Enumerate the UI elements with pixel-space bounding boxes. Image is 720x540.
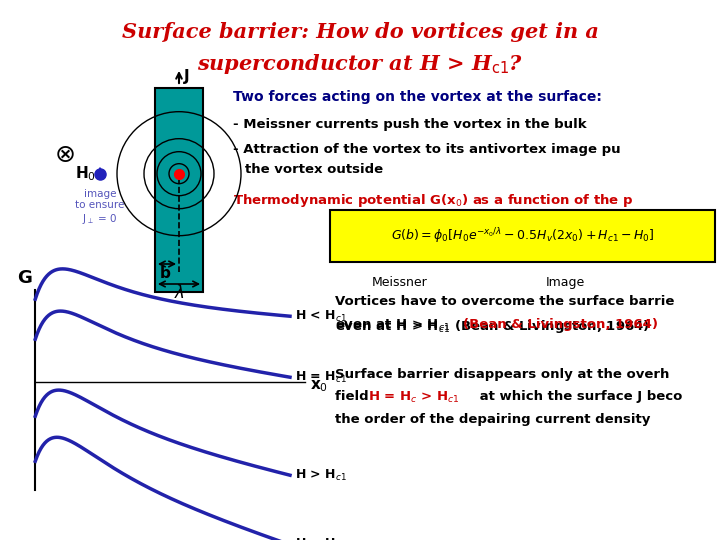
Text: H = H$_{c1}$: H = H$_{c1}$ bbox=[295, 370, 347, 385]
Text: field: field bbox=[335, 390, 373, 403]
Text: Surface barrier: How do vortices get in a: Surface barrier: How do vortices get in … bbox=[122, 22, 598, 42]
Text: (Bean & Livingston, 1964): (Bean & Livingston, 1964) bbox=[463, 318, 658, 331]
Text: - Attraction of the vortex to its antivortex image pu: - Attraction of the vortex to its antivo… bbox=[233, 143, 621, 156]
Text: H$_0$: H$_0$ bbox=[75, 165, 96, 184]
Text: superconductor at H > H$_{\rm c1}$?: superconductor at H > H$_{\rm c1}$? bbox=[197, 52, 523, 76]
Text: x$_0$: x$_0$ bbox=[310, 378, 328, 394]
Text: even at H > H$_{c1}$ (Bean & Livingston, 1964): even at H > H$_{c1}$ (Bean & Livingston,… bbox=[335, 318, 649, 335]
Text: at which the surface J beco: at which the surface J beco bbox=[475, 390, 683, 403]
Text: Thermodynamic potential G(x$_0$) as a function of the p: Thermodynamic potential G(x$_0$) as a fu… bbox=[233, 192, 634, 209]
Text: H = H$_c$ > H$_{c1}$: H = H$_c$ > H$_{c1}$ bbox=[368, 390, 459, 405]
Text: the vortex outside: the vortex outside bbox=[245, 163, 383, 176]
Text: Meissner: Meissner bbox=[372, 276, 428, 289]
Text: H > H$_{c1}$: H > H$_{c1}$ bbox=[295, 468, 347, 483]
Text: ⊗: ⊗ bbox=[55, 143, 76, 167]
Text: Two forces acting on the vortex at the surface:: Two forces acting on the vortex at the s… bbox=[233, 90, 602, 104]
Text: Surface barrier disappears only at the overh: Surface barrier disappears only at the o… bbox=[335, 368, 670, 381]
Text: the order of the depairing current density: the order of the depairing current densi… bbox=[335, 413, 650, 426]
Text: H = H$_c$: H = H$_c$ bbox=[295, 537, 342, 540]
Text: - Meissner currents push the vortex in the bulk: - Meissner currents push the vortex in t… bbox=[233, 118, 587, 131]
Text: G: G bbox=[17, 269, 32, 287]
Bar bbox=[155, 88, 203, 292]
Text: J: J bbox=[184, 69, 189, 84]
Bar bbox=[330, 210, 715, 262]
Text: $\lambda$: $\lambda$ bbox=[174, 284, 184, 302]
Text: Vortices have to overcome the surface barrie: Vortices have to overcome the surface ba… bbox=[335, 295, 675, 308]
Text: even at H > H$_{c1}$: even at H > H$_{c1}$ bbox=[335, 318, 451, 333]
Text: H < H$_{c1}$: H < H$_{c1}$ bbox=[295, 309, 347, 324]
Text: $G(b) = \phi_0[H_0 e^{-x_0/\lambda} - 0.5H_v(2x_0) + H_{c1} - H_0]$: $G(b) = \phi_0[H_0 e^{-x_0/\lambda} - 0.… bbox=[391, 227, 654, 246]
Text: image
to ensure
J$_\perp$ = 0: image to ensure J$_\perp$ = 0 bbox=[76, 188, 125, 226]
Text: Image: Image bbox=[545, 276, 585, 289]
Text: b: b bbox=[160, 266, 171, 281]
